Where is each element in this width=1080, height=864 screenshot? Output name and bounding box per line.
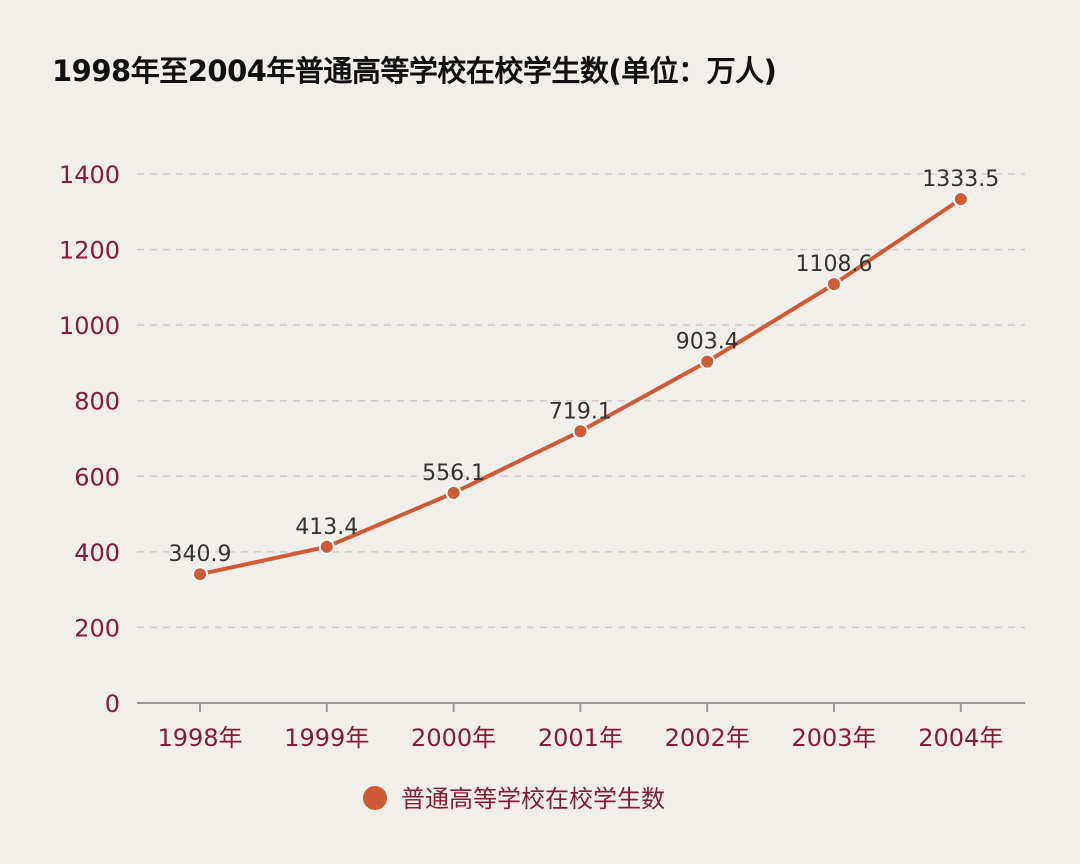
x-tick-label: 2003年 [791,724,876,752]
data-label: 903.4 [676,330,739,355]
data-label: 340.9 [169,542,232,567]
y-tick-label: 800 [74,388,120,416]
data-label: 556.1 [422,461,485,486]
data-point [699,353,716,370]
x-tick-label: 1998年 [157,724,242,752]
y-tick-label: 1000 [59,312,120,340]
legend-marker [363,786,387,810]
data-point [318,538,335,555]
x-tick-label: 1999年 [284,724,369,752]
y-tick-label: 200 [74,614,120,642]
data-point [572,423,589,440]
data-label: 719.1 [549,399,612,424]
y-tick-label: 1200 [59,237,120,265]
data-point [192,566,208,583]
chart-title: 1998年至2004年普通高等学校在校学生数(单位：万人) [52,54,777,88]
data-point [445,484,462,501]
x-tick-label: 2002年 [665,724,750,752]
y-tick-label: 600 [74,463,120,491]
y-tick-label: 400 [74,539,120,567]
legend-label: 普通高等学校在校学生数 [401,785,665,813]
data-point [952,191,969,208]
x-tick-label: 2000年 [411,724,496,752]
data-point [826,276,842,293]
data-label: 1108.6 [796,252,873,277]
data-label: 413.4 [295,515,358,540]
x-tick-label: 2004年 [918,724,1003,752]
data-label: 1333.5 [922,167,999,192]
x-tick-label: 2001年 [538,724,623,752]
y-tick-label: 1400 [59,161,120,189]
y-tick-label: 0 [105,690,120,718]
